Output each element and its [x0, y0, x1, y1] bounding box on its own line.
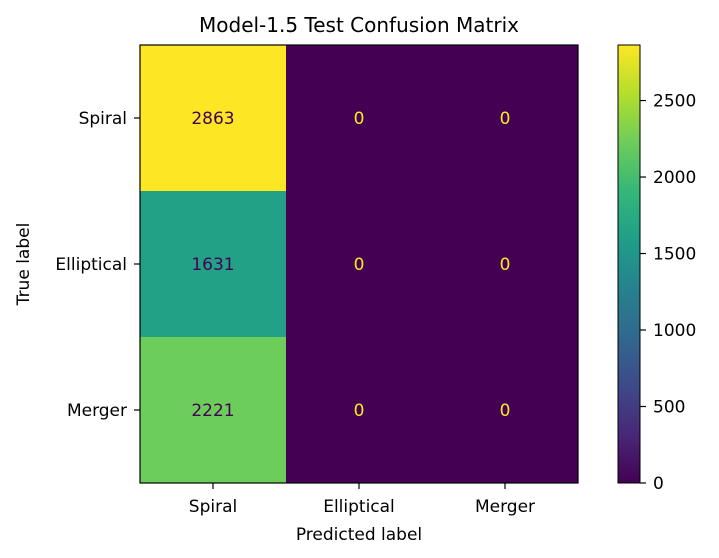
- heatmap-cell: [432, 191, 579, 338]
- colorbar-tick-label: 2500: [653, 92, 696, 112]
- cell-value-labels: 2863 0 0 1631 0 0 2221 0 0: [191, 109, 510, 421]
- heatmap-cell: [286, 45, 433, 192]
- cell-value-label: 0: [354, 109, 365, 129]
- y-tick-label: Elliptical: [55, 255, 127, 275]
- cell-value-label: 0: [354, 401, 365, 421]
- x-axis: Spiral Elliptical Merger: [189, 483, 535, 517]
- y-tick-label: Merger: [67, 401, 127, 421]
- x-tick-label: Merger: [475, 497, 535, 517]
- cell-value-label: 0: [500, 109, 511, 129]
- colorbar-tick-label: 2000: [653, 168, 696, 188]
- heatmap-cell: [286, 337, 433, 484]
- cell-value-label: 2863: [191, 109, 234, 129]
- y-axis-label: True label: [14, 223, 34, 307]
- cell-value-label: 0: [354, 255, 365, 275]
- heatmap-cell: [286, 191, 433, 338]
- colorbar-tick-label: 1500: [653, 245, 696, 265]
- y-tick-label: Spiral: [79, 109, 127, 129]
- y-axis: Spiral Elliptical Merger: [55, 109, 140, 421]
- colorbar-tick-label: 500: [653, 398, 685, 418]
- heatmap-cell: [432, 45, 579, 192]
- cell-value-label: 1631: [191, 255, 234, 275]
- heatmap-cell: [432, 337, 579, 484]
- colorbar: [617, 44, 641, 484]
- heatmap-cell: [140, 337, 287, 484]
- cell-value-label: 0: [500, 255, 511, 275]
- cell-value-label: 2221: [191, 401, 234, 421]
- cell-value-label: 0: [500, 401, 511, 421]
- heatmap-cell: [140, 191, 287, 338]
- heatmap-cell: [140, 45, 287, 192]
- chart-title: Model-1.5 Test Confusion Matrix: [199, 13, 519, 37]
- x-tick-label: Spiral: [189, 497, 237, 517]
- colorbar-ticks: 0 500 1000 1500 2000 2500: [640, 92, 696, 494]
- colorbar-tick-label: 0: [653, 474, 664, 494]
- x-axis-label: Predicted label: [296, 525, 422, 545]
- colorbar-tick-label: 1000: [653, 321, 696, 341]
- x-tick-label: Elliptical: [323, 497, 395, 517]
- heatmap-cells: [140, 45, 579, 484]
